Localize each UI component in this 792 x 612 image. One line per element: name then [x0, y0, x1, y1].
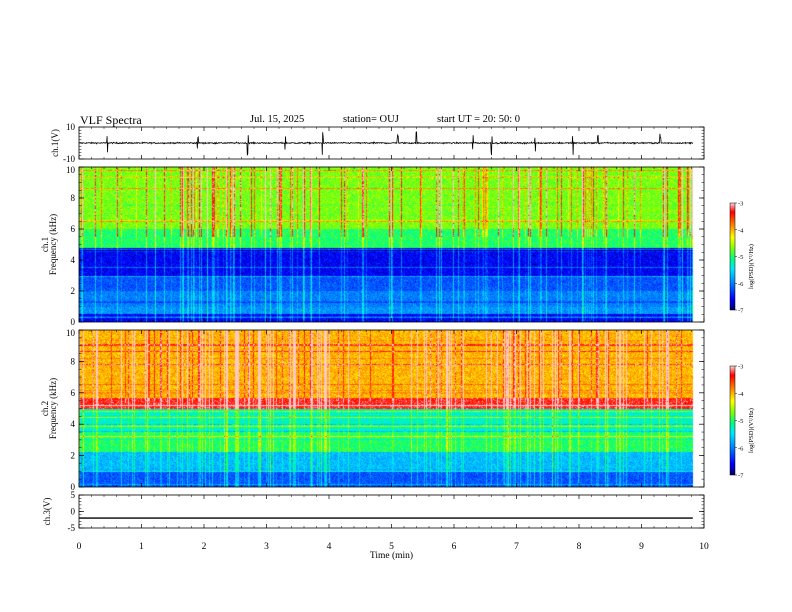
y-axis-label: ch.1: [40, 237, 50, 252]
y-tick-label: 0: [71, 317, 76, 327]
colorbar-tick-label: -3: [738, 201, 743, 208]
colorbar-tick-label: -3: [738, 364, 743, 371]
panel-frame-3: [78, 494, 705, 529]
x-tick-label: 5: [389, 542, 394, 552]
y-tick-label: 0: [71, 482, 76, 492]
y-axis-label: ch.2: [40, 401, 50, 416]
y-tick-label: 2: [71, 286, 76, 296]
chart-title: VLF Spectra: [80, 113, 142, 127]
date-label: Jul. 15, 2025: [250, 114, 305, 125]
x-tick-label: 6: [452, 542, 457, 552]
y-axis-label: Frequency (kHz): [48, 214, 58, 275]
colorbar-tick-label: -7: [738, 473, 744, 480]
y-tick-label: 10: [66, 328, 76, 338]
colorbar-label: log(PSD)(V²/Hz): [748, 408, 755, 453]
colorbar-tick-label: -6: [738, 445, 744, 452]
x-axis-label: Time (min): [370, 550, 413, 561]
x-tick-label: 2: [202, 542, 207, 552]
y-tick-label: -10: [63, 154, 75, 164]
colorbar-tick-label: -6: [738, 281, 744, 288]
y-tick-label: 8: [71, 356, 76, 366]
y-tick-label: 2: [71, 451, 76, 461]
colorbar-gradient: [730, 366, 735, 475]
y-axis-label: ch.3(V): [42, 498, 52, 526]
spectrogram-layer: [79, 167, 735, 487]
y-tick-label: 4: [71, 255, 76, 265]
station-label: station= OUJ: [343, 114, 399, 125]
colorbar-tick-label: -4: [738, 391, 744, 398]
spectrogram-image-ch1: [79, 167, 704, 322]
colorbar-tick-label: -7: [738, 308, 744, 315]
y-tick-label: 8: [71, 193, 76, 203]
x-tick-label: 4: [327, 542, 332, 552]
y-tick-label: 10: [66, 165, 76, 175]
y-axis-label: Frequency (kHz): [48, 378, 58, 439]
waveform-layer: [78, 131, 693, 519]
colorbar-gradient: [730, 203, 735, 310]
x-tick-label: 0: [77, 542, 82, 552]
colorbar-label: log(PSD)(V²/Hz): [748, 244, 755, 289]
start-time-label: start UT = 20: 50: 0: [437, 114, 521, 125]
axes-layer: 10-100246810024681050-5ch.1(V)ch.1Freque…: [40, 122, 755, 561]
spectrogram-image-ch2: [79, 330, 704, 487]
x-tick-label: 9: [639, 542, 644, 552]
colorbar-tick-label: -5: [738, 254, 743, 261]
x-tick-label: 10: [699, 542, 709, 552]
waveform-line-ch1: [78, 131, 693, 157]
y-tick-label: 6: [71, 388, 76, 398]
y-tick-label: 10: [66, 122, 76, 132]
colorbar-tick-label: -5: [738, 418, 743, 425]
x-tick-label: 3: [264, 542, 269, 552]
x-tick-label: 8: [577, 542, 582, 552]
x-tick-label: 1: [139, 542, 144, 552]
y-tick-label: 6: [71, 224, 76, 234]
colorbar-tick-label: -4: [738, 227, 744, 234]
y-tick-label: 5: [71, 490, 76, 500]
y-axis-label: ch.1(V): [50, 129, 60, 157]
x-tick-label: 7: [514, 542, 519, 552]
y-tick-label: 0: [71, 507, 76, 517]
y-tick-label: -5: [68, 523, 76, 533]
y-tick-label: 4: [71, 419, 76, 429]
